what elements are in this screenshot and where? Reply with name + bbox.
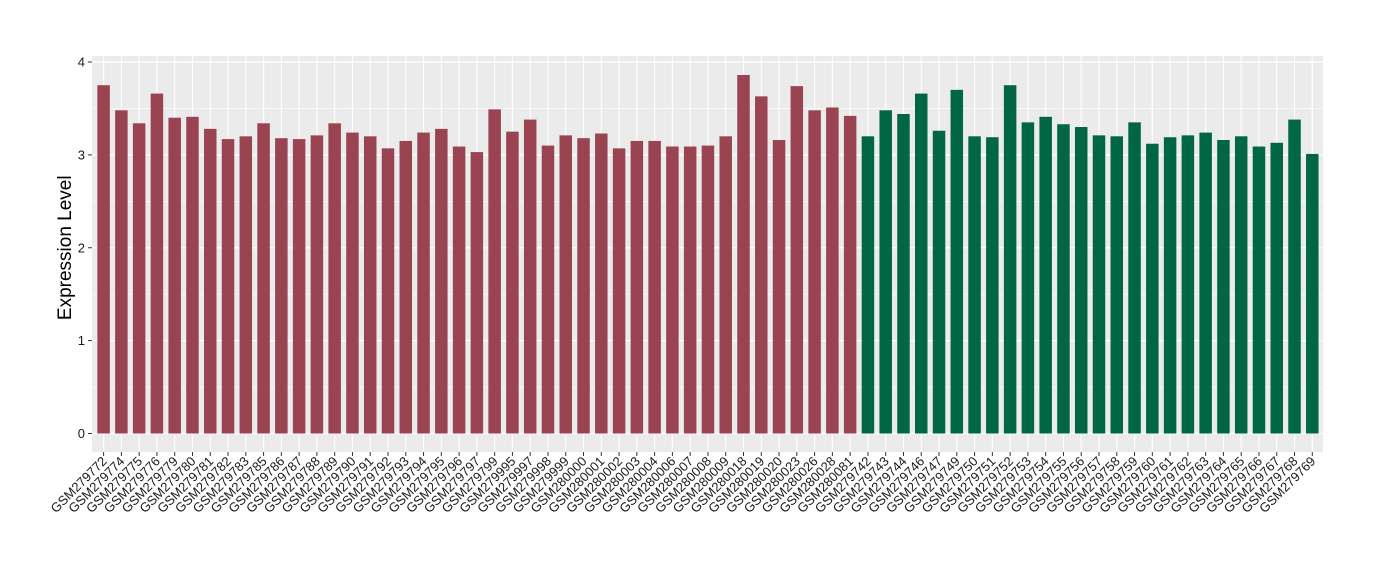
bar-GSM279792 bbox=[381, 148, 395, 434]
y-tick-label: 3 bbox=[78, 147, 85, 162]
bar-GSM279783 bbox=[239, 136, 253, 434]
bar-GSM279744 bbox=[897, 114, 910, 434]
bar-GSM279755 bbox=[1057, 124, 1070, 434]
bar-GSM279759 bbox=[1128, 122, 1141, 434]
bars bbox=[97, 75, 1319, 434]
bar-GSM279761 bbox=[1163, 137, 1177, 434]
bar-GSM279793 bbox=[399, 140, 413, 434]
bar-GSM279763 bbox=[1199, 132, 1212, 434]
bar-GSM279766 bbox=[1252, 146, 1266, 434]
bar-GSM280002 bbox=[612, 148, 626, 434]
bar-GSM279776 bbox=[150, 93, 164, 434]
bar-GSM279746 bbox=[915, 93, 928, 434]
bar-GSM279764 bbox=[1217, 140, 1230, 434]
bar-GSM279760 bbox=[1146, 143, 1159, 434]
y-axis: 0 1 2 3 4 bbox=[78, 55, 92, 441]
bar-GSM279795 bbox=[435, 128, 448, 434]
bar-GSM279787 bbox=[292, 139, 306, 434]
bar-GSM279754 bbox=[1039, 116, 1052, 434]
bar-GSM279997 bbox=[523, 119, 537, 434]
bar-GSM280001 bbox=[595, 133, 608, 434]
bar-GSM279789 bbox=[328, 123, 341, 434]
bar-GSM279767 bbox=[1270, 142, 1283, 434]
bar-GSM279749 bbox=[950, 89, 964, 434]
bar-GSM279769 bbox=[1306, 153, 1319, 434]
bar-GSM279765 bbox=[1234, 136, 1248, 434]
bar-GSM280008 bbox=[701, 145, 715, 434]
bar-GSM279753 bbox=[1021, 122, 1035, 434]
bar-GSM279796 bbox=[452, 146, 466, 434]
bar-GSM280007 bbox=[683, 146, 697, 434]
bar-GSM280004 bbox=[648, 140, 661, 434]
bar-GSM280006 bbox=[666, 146, 679, 434]
bar-GSM279797 bbox=[470, 152, 484, 434]
bar-GSM280028 bbox=[826, 107, 839, 434]
bar-GSM279742 bbox=[861, 136, 875, 434]
bar-GSM280000 bbox=[577, 138, 590, 434]
bar-GSM279794 bbox=[417, 132, 430, 434]
bar-GSM280023 bbox=[790, 86, 804, 434]
bar-GSM279772 bbox=[97, 85, 110, 434]
bar-GSM279999 bbox=[559, 135, 572, 434]
bar-GSM279781 bbox=[204, 128, 217, 434]
bar-GSM279790 bbox=[346, 132, 359, 434]
y-tick-label: 2 bbox=[78, 240, 85, 255]
bar-GSM280003 bbox=[630, 140, 644, 434]
bar-GSM280020 bbox=[772, 140, 786, 434]
bar-GSM279774 bbox=[115, 110, 128, 434]
bar-GSM280026 bbox=[808, 110, 821, 434]
y-axis-title: Expression Level bbox=[55, 175, 76, 320]
bar-GSM279750 bbox=[968, 136, 981, 434]
bar-GSM279757 bbox=[1092, 135, 1106, 434]
bar-GSM280081 bbox=[843, 115, 857, 434]
bar-GSM279791 bbox=[363, 136, 377, 434]
bar-GSM279799 bbox=[488, 109, 501, 434]
bar-GSM279775 bbox=[132, 123, 146, 434]
bar-GSM280018 bbox=[737, 75, 750, 434]
bar-GSM279998 bbox=[541, 145, 555, 434]
bar-GSM279768 bbox=[1288, 119, 1301, 434]
y-tick-label: 1 bbox=[78, 333, 85, 348]
bar-GSM279785 bbox=[257, 123, 270, 434]
bar-GSM280019 bbox=[755, 96, 768, 434]
bar-GSM279786 bbox=[275, 138, 288, 434]
x-axis: GSM279772GSM279774GSM279775GSM279776GSM2… bbox=[47, 452, 1318, 516]
bar-GSM279751 bbox=[986, 137, 999, 434]
bar-GSM279762 bbox=[1181, 135, 1195, 434]
bar-GSM279788 bbox=[310, 135, 324, 434]
bar-GSM279743 bbox=[879, 110, 892, 434]
bar-GSM279756 bbox=[1074, 127, 1088, 434]
y-tick-label: 4 bbox=[78, 55, 85, 70]
bar-GSM279779 bbox=[168, 117, 181, 434]
bar-GSM279995 bbox=[506, 131, 519, 434]
bar-GSM279758 bbox=[1110, 136, 1124, 434]
bar-GSM279780 bbox=[186, 116, 199, 434]
bar-GSM279782 bbox=[221, 139, 235, 434]
bar-GSM279752 bbox=[1003, 85, 1017, 434]
y-tick-label: 0 bbox=[78, 426, 85, 441]
bar-GSM279747 bbox=[932, 130, 946, 434]
bar-GSM280009 bbox=[719, 136, 732, 434]
